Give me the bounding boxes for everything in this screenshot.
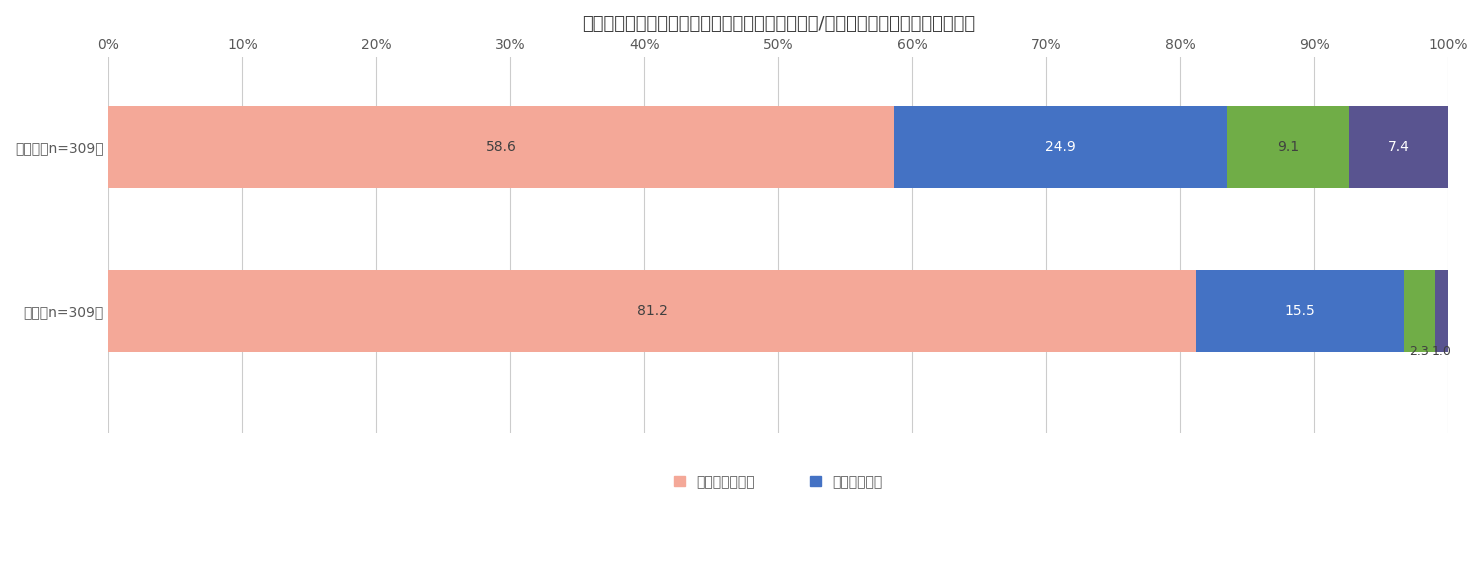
- Bar: [1436, 270, 1449, 351]
- Bar: [108, 106, 894, 188]
- Bar: [108, 270, 1197, 351]
- Bar: [1197, 270, 1404, 351]
- Text: 9.1: 9.1: [1277, 140, 1299, 154]
- Bar: [1404, 270, 1436, 351]
- Title: 》比較》職業選択において好きなようにさせたい/させてくれていると思いますか: 》比較》職業選択において好きなようにさせたい/させてくれていると思いますか: [581, 15, 974, 33]
- Bar: [1350, 106, 1449, 188]
- Text: 1.0: 1.0: [1431, 345, 1452, 358]
- Text: 81.2: 81.2: [638, 303, 667, 318]
- Bar: [1228, 106, 1350, 188]
- Text: 7.4: 7.4: [1388, 140, 1410, 154]
- Legend: とてもそう思う, 少しそう思う: とてもそう思う, 少しそう思う: [669, 469, 888, 494]
- Text: 2.3: 2.3: [1409, 345, 1430, 358]
- Text: 15.5: 15.5: [1284, 303, 1315, 318]
- Bar: [894, 106, 1228, 188]
- Text: 24.9: 24.9: [1046, 140, 1075, 154]
- Text: 58.6: 58.6: [485, 140, 516, 154]
